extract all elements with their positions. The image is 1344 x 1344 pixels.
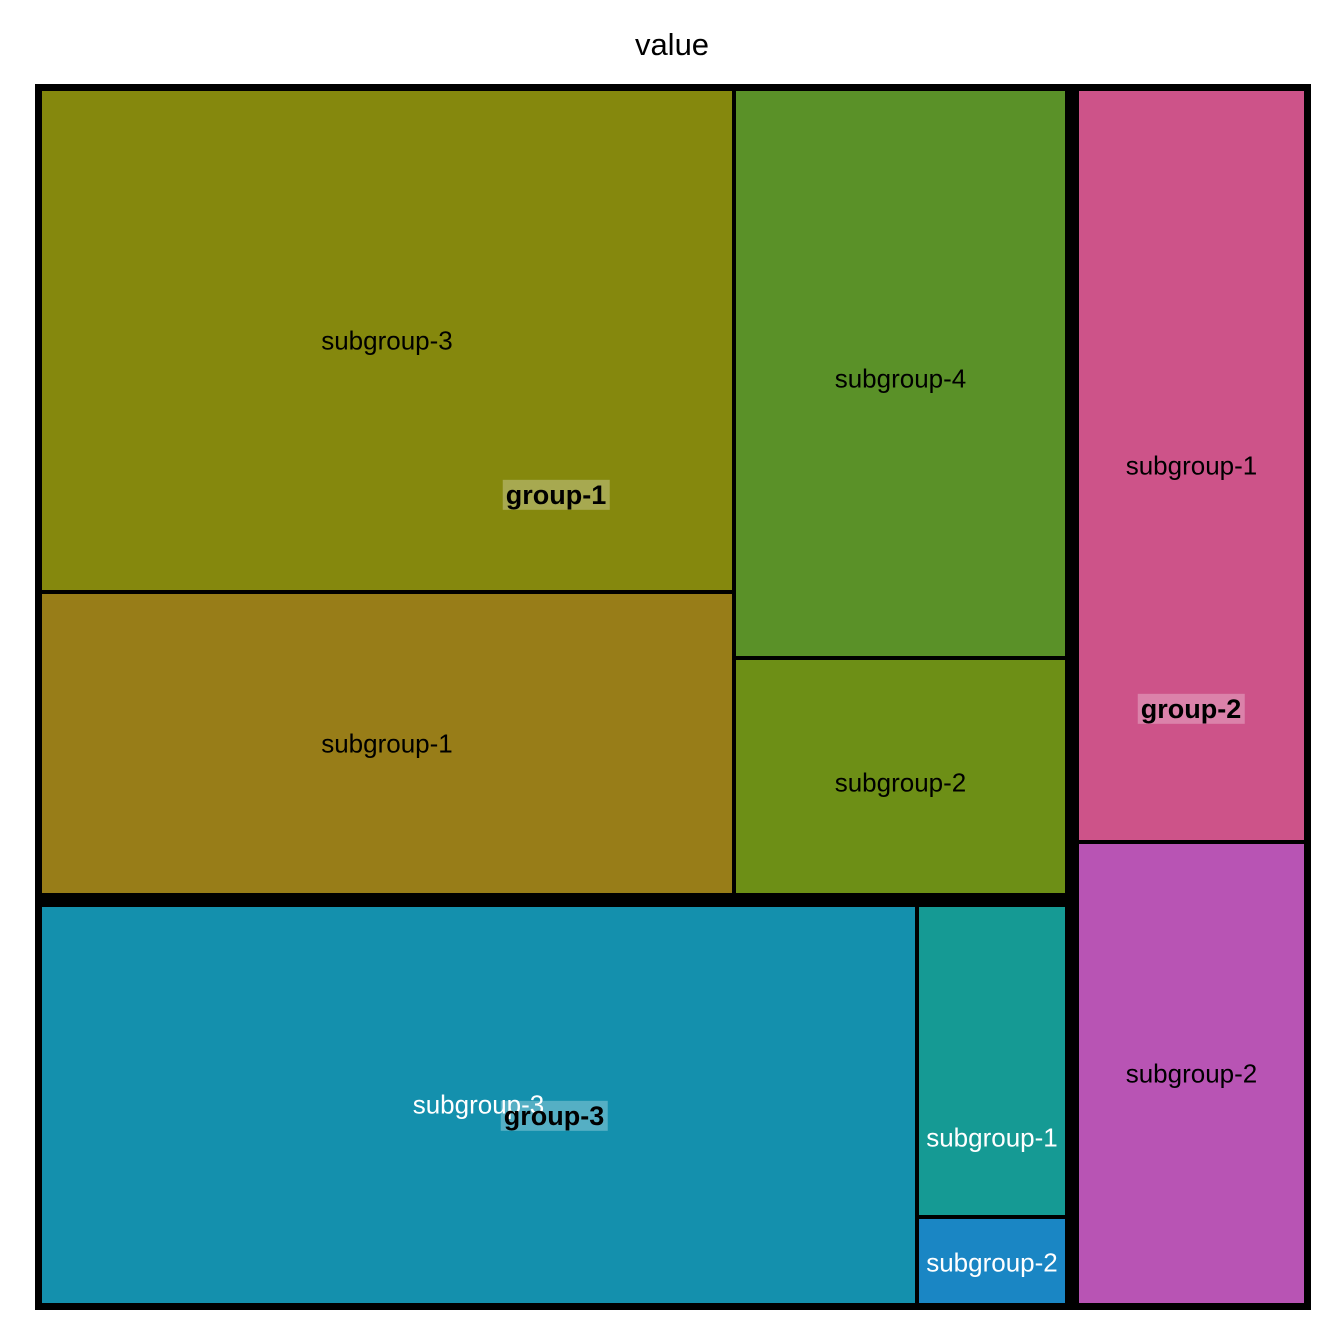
chart-title: value xyxy=(634,27,710,62)
tile-group2-subgroup1[interactable]: subgroup-1 xyxy=(1077,89,1306,842)
tile-group3-subgroup1[interactable]: subgroup-1 xyxy=(917,905,1067,1217)
tile-label-group1-subgroup2: subgroup-2 xyxy=(834,767,967,798)
tile-group1-subgroup1[interactable]: subgroup-1 xyxy=(40,592,734,895)
tile-group3-subgroup2[interactable]: subgroup-2 xyxy=(917,1217,1067,1305)
tile-group1-subgroup3[interactable]: subgroup-3 xyxy=(40,89,734,592)
tile-label-group1-subgroup4: subgroup-4 xyxy=(834,363,967,394)
tile-label-group2-subgroup2: subgroup-2 xyxy=(1125,1057,1258,1088)
group-label-group1: group-1 xyxy=(502,479,610,511)
tile-label-group1-subgroup3: subgroup-3 xyxy=(321,324,453,355)
tile-group2-subgroup2[interactable]: subgroup-2 xyxy=(1077,842,1306,1305)
tile-label-group1-subgroup1: subgroup-1 xyxy=(321,727,453,758)
group-label-group3: group-3 xyxy=(500,1100,608,1132)
group-label-group2: group-2 xyxy=(1137,693,1245,725)
tile-label-group3-subgroup3: subgroup-3 xyxy=(412,1089,545,1120)
tile-label-group3-subgroup2: subgroup-2 xyxy=(926,1247,1058,1278)
tile-label-group2-subgroup1: subgroup-1 xyxy=(1125,449,1258,480)
treemap-plot-area: subgroup-3 subgroup-1 subgroup-4 subgrou… xyxy=(35,84,1311,1310)
tile-group1-subgroup4[interactable]: subgroup-4 xyxy=(734,89,1067,658)
tile-group3-subgroup3[interactable]: subgroup-3 xyxy=(40,905,917,1305)
tile-group1-subgroup2[interactable]: subgroup-2 xyxy=(734,658,1067,895)
tile-label-group3-subgroup1: subgroup-1 xyxy=(926,1122,1058,1153)
